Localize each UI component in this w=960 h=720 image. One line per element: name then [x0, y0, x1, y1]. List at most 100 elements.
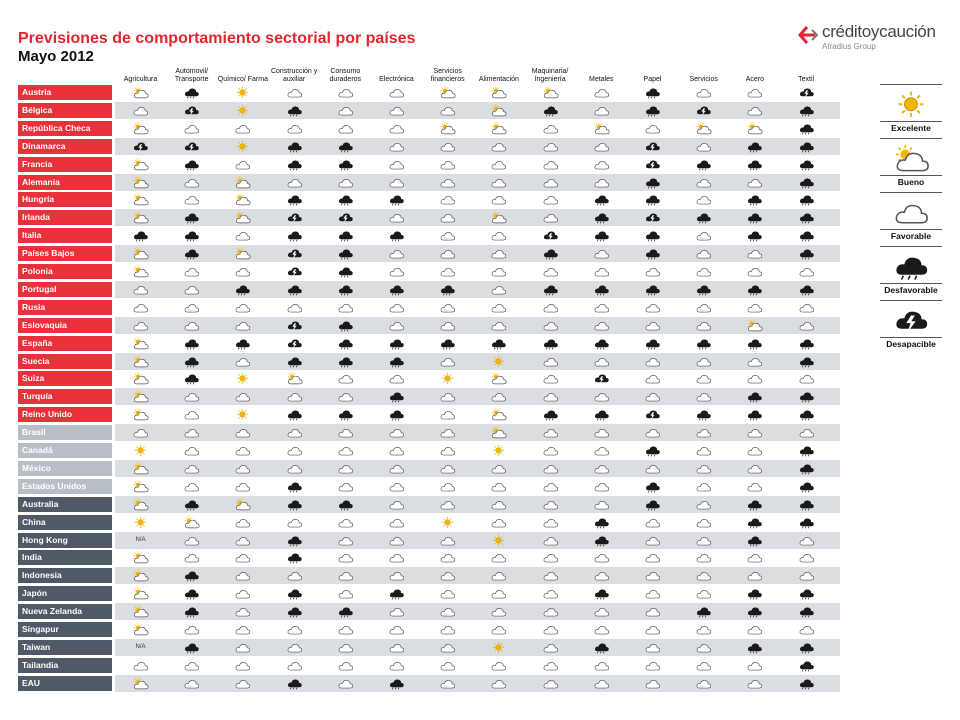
cloud-icon	[422, 478, 473, 495]
cloud-icon	[371, 263, 422, 280]
dark-cloud-icon	[781, 639, 832, 656]
cloud-icon	[422, 424, 473, 441]
cloud-icon	[627, 549, 678, 566]
cloud-icon	[422, 227, 473, 244]
brand-mark-icon	[798, 26, 818, 44]
dark-cloud-icon	[217, 335, 268, 352]
cloud-icon	[371, 299, 422, 316]
dark-cloud-icon	[627, 245, 678, 262]
sun-cloud-icon	[115, 478, 166, 495]
cloud-icon	[576, 621, 627, 638]
dark-cloud-icon	[166, 245, 217, 262]
cloud-icon	[678, 675, 729, 692]
cloud-icon	[473, 585, 524, 602]
column-header: Automovil/ Transporte	[174, 68, 209, 83]
sun-cloud-icon	[115, 388, 166, 405]
cloud-icon	[422, 442, 473, 459]
cloud-icon	[525, 353, 576, 370]
cloud-icon	[217, 603, 268, 620]
country-label: China	[18, 514, 112, 530]
sun-cloud-icon	[115, 245, 166, 262]
dark-cloud-icon	[269, 227, 320, 244]
cloud-icon	[729, 657, 780, 674]
cloud-icon	[781, 621, 832, 638]
dark-cloud-icon	[729, 156, 780, 173]
dark-cloud-icon	[627, 442, 678, 459]
country-label: Turquía	[18, 389, 112, 405]
cloud-icon	[217, 263, 268, 280]
dark-cloud-icon	[320, 227, 371, 244]
cloud-icon	[371, 657, 422, 674]
cloud-icon	[678, 191, 729, 208]
dark-cloud-icon	[269, 585, 320, 602]
cloud-icon	[729, 549, 780, 566]
dark-cloud-icon	[166, 156, 217, 173]
cloud-icon	[678, 496, 729, 513]
dark-cloud-icon	[269, 532, 320, 549]
cloud-icon	[166, 174, 217, 191]
cloud-icon	[371, 120, 422, 137]
cloud-icon	[115, 299, 166, 316]
cloud-icon	[678, 388, 729, 405]
dark-cloud-icon	[320, 138, 371, 155]
dark-cloud-icon	[269, 191, 320, 208]
dark-cloud-icon	[320, 603, 371, 620]
column-header: Consumo duraderos	[329, 68, 362, 83]
dark-cloud-icon	[729, 227, 780, 244]
sun-cloud-icon	[880, 138, 942, 175]
dark-cloud-icon	[781, 281, 832, 298]
country-label: Indonesia	[18, 568, 112, 584]
country-label: Polonia	[18, 264, 112, 279]
dark-cloud-icon	[627, 191, 678, 208]
cloud-icon	[371, 245, 422, 262]
country-label: Dinamarca	[18, 138, 112, 154]
cloud-icon	[217, 532, 268, 549]
dark-cloud-icon	[371, 585, 422, 602]
dark-cloud-icon	[781, 603, 832, 620]
country-label: Alemania	[18, 174, 112, 190]
cloud-icon	[525, 657, 576, 674]
cloud-icon	[678, 263, 729, 280]
sun-icon	[473, 532, 524, 549]
dark-cloud-icon	[166, 353, 217, 370]
dark-cloud-icon	[371, 227, 422, 244]
dark-cloud-icon	[781, 335, 832, 352]
dark-cloud-icon	[576, 514, 627, 531]
dark-cloud-icon	[729, 532, 780, 549]
cloud-icon	[320, 120, 371, 137]
cloud-icon	[576, 299, 627, 316]
dark-cloud-icon	[166, 335, 217, 352]
cloud-icon	[320, 567, 371, 584]
sun-cloud-icon	[473, 424, 524, 441]
cloud-icon	[269, 120, 320, 137]
country-label: India	[18, 550, 112, 566]
cloud-icon	[422, 532, 473, 549]
cloud-icon	[627, 424, 678, 441]
dark-cloud-icon	[729, 639, 780, 656]
cloud-icon	[678, 460, 729, 477]
cloud-icon	[371, 424, 422, 441]
cloud-icon	[422, 603, 473, 620]
dark-cloud-icon	[729, 603, 780, 620]
row-stripe	[115, 245, 840, 263]
cloud-icon	[729, 567, 780, 584]
country-label: EAU	[18, 675, 112, 691]
cloud-icon	[422, 102, 473, 119]
cloud-icon	[781, 370, 832, 387]
cloud-icon	[269, 460, 320, 477]
row-stripe	[115, 209, 840, 227]
dark-cloud-icon	[269, 549, 320, 566]
cloud-icon	[422, 460, 473, 477]
cloud-icon	[473, 263, 524, 280]
cloud-icon	[217, 657, 268, 674]
cloud-icon	[473, 603, 524, 620]
cloud-icon	[422, 191, 473, 208]
cloud-icon	[217, 621, 268, 638]
dark-cloud-icon	[217, 281, 268, 298]
cloud-icon	[422, 621, 473, 638]
dark-cloud-icon	[781, 102, 832, 119]
cloud-icon	[115, 281, 166, 298]
legend-item: Bueno	[880, 138, 942, 187]
dark-cloud-icon	[269, 102, 320, 119]
